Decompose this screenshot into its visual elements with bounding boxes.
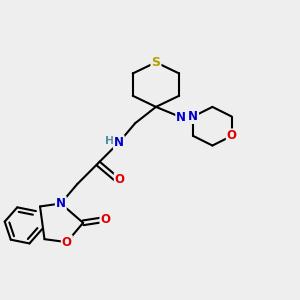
Text: H: H (105, 136, 114, 146)
Text: N: N (56, 197, 66, 210)
Text: O: O (115, 173, 125, 186)
Text: N: N (114, 136, 124, 149)
Text: N: N (188, 110, 198, 123)
Text: N: N (176, 111, 186, 124)
Text: O: O (227, 129, 237, 142)
Text: S: S (152, 56, 160, 69)
Text: O: O (62, 236, 72, 249)
Text: O: O (100, 213, 110, 226)
